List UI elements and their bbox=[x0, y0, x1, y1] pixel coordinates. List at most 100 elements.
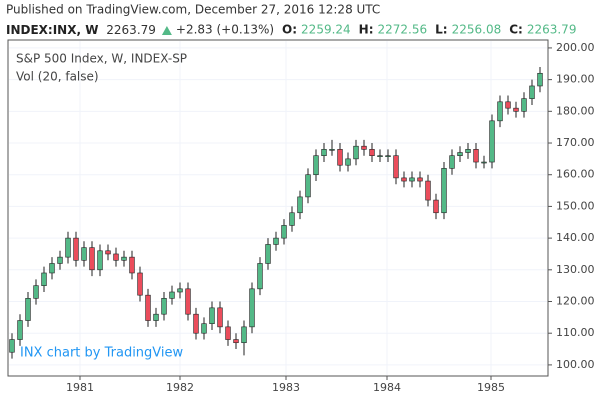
candle-body bbox=[121, 256, 127, 261]
candle-body bbox=[321, 149, 327, 156]
candle-body bbox=[521, 98, 527, 112]
candle-body bbox=[161, 298, 167, 315]
candle-body bbox=[505, 101, 511, 109]
candle-body bbox=[233, 339, 239, 344]
x-tick-label: 1981 bbox=[66, 381, 94, 394]
candle-body bbox=[105, 250, 111, 255]
x-tick-label: 1982 bbox=[166, 381, 194, 394]
candle-body bbox=[337, 149, 343, 166]
x-tick-label: 1983 bbox=[272, 381, 300, 394]
candle-body bbox=[441, 168, 447, 214]
candle-body bbox=[385, 155, 391, 157]
ohlc-label: C: bbox=[509, 23, 523, 37]
x-tick-label: 1985 bbox=[477, 381, 505, 394]
candle-body bbox=[393, 155, 399, 179]
x-tick-label: 1984 bbox=[373, 381, 401, 394]
plot-frame bbox=[7, 39, 549, 377]
candle-body bbox=[41, 272, 47, 286]
candle-body bbox=[369, 149, 375, 156]
candle-body bbox=[273, 237, 279, 245]
candle-body bbox=[497, 101, 503, 122]
candle-body bbox=[481, 161, 487, 164]
candle-body bbox=[9, 339, 15, 353]
y-tick-label: 130.00 bbox=[556, 263, 595, 276]
candle-body bbox=[65, 237, 71, 258]
ohlc-label: O: bbox=[282, 23, 297, 37]
ohlc-value: 2259.24 bbox=[301, 23, 351, 37]
candle-body bbox=[129, 256, 135, 274]
ohlc-label: L: bbox=[435, 23, 447, 37]
y-tick-label: 160.00 bbox=[556, 168, 595, 181]
published-note: Published on TradingView.com, December 2… bbox=[6, 3, 380, 17]
symbol: INDEX:INX, W bbox=[6, 23, 98, 37]
ohlc-value: 2263.79 bbox=[527, 23, 577, 37]
candle-body bbox=[241, 326, 247, 344]
candle-body bbox=[305, 174, 311, 198]
y-tick-label: 200.00 bbox=[556, 41, 595, 54]
y-tick-label: 120.00 bbox=[556, 295, 595, 308]
candle-body bbox=[169, 291, 175, 299]
candle-body bbox=[465, 149, 471, 153]
candle-body bbox=[153, 313, 159, 321]
candle-body bbox=[377, 155, 383, 157]
candle-body bbox=[89, 247, 95, 271]
candle-body bbox=[49, 263, 55, 274]
candle-body bbox=[145, 294, 151, 321]
candle-body bbox=[225, 326, 231, 340]
candle-body bbox=[281, 225, 287, 239]
plot-area bbox=[9, 41, 547, 375]
candle-body bbox=[529, 85, 535, 99]
candle-body bbox=[329, 149, 335, 151]
candle-body bbox=[217, 307, 223, 328]
candle-body bbox=[57, 256, 63, 264]
candle-body bbox=[97, 250, 103, 271]
y-tick-label: 100.00 bbox=[556, 358, 595, 371]
candle-body bbox=[457, 152, 463, 156]
candle-body bbox=[265, 244, 271, 264]
candle-body bbox=[473, 149, 479, 163]
candle-body bbox=[361, 145, 367, 150]
candle-body bbox=[81, 247, 87, 261]
candle-body bbox=[297, 196, 303, 214]
candle-body bbox=[449, 155, 455, 169]
candle-body bbox=[209, 307, 215, 324]
candle-body bbox=[425, 180, 431, 201]
chart-title: S&P 500 Index, W, INDEX-SP bbox=[16, 52, 187, 66]
y-tick-label: 190.00 bbox=[556, 73, 595, 86]
candle-body bbox=[513, 107, 519, 112]
candle-body bbox=[193, 313, 199, 334]
candle-body bbox=[417, 177, 423, 182]
candle-body bbox=[73, 237, 79, 261]
candle-body bbox=[345, 158, 351, 166]
candle-body bbox=[113, 253, 119, 261]
candle-body bbox=[137, 272, 143, 296]
ohlc-label: H: bbox=[359, 23, 374, 37]
candle-body bbox=[313, 155, 319, 176]
candle-body bbox=[409, 177, 415, 182]
watermark: INX chart by TradingView bbox=[20, 346, 184, 361]
ohlc-value: 2272.56 bbox=[378, 23, 428, 37]
candle-body bbox=[177, 288, 183, 293]
candle-body bbox=[489, 120, 495, 163]
indicator-label: Vol (20, false) bbox=[16, 70, 99, 84]
y-tick-label: 110.00 bbox=[556, 326, 595, 339]
up-arrow-icon bbox=[161, 26, 172, 35]
candle-body bbox=[17, 320, 23, 340]
y-tick-label: 180.00 bbox=[556, 104, 595, 117]
candle-body bbox=[433, 199, 439, 214]
y-tick-label: 170.00 bbox=[556, 136, 595, 149]
last-price: 2263.79 bbox=[106, 23, 156, 37]
ohlc-value: 2256.08 bbox=[452, 23, 502, 37]
candle-body bbox=[401, 177, 407, 182]
candle-body bbox=[537, 72, 543, 87]
candle-body bbox=[257, 263, 263, 290]
candle-body bbox=[185, 288, 191, 315]
candle-body bbox=[289, 212, 295, 226]
candle-body bbox=[353, 145, 359, 160]
y-tick-label: 150.00 bbox=[556, 199, 595, 212]
candle-body bbox=[33, 285, 39, 299]
symbol-header: INDEX:INX, W 2263.79 bbox=[6, 23, 156, 37]
candle-body bbox=[249, 288, 255, 328]
price-change: +2.83 (+0.13%) bbox=[176, 23, 274, 37]
